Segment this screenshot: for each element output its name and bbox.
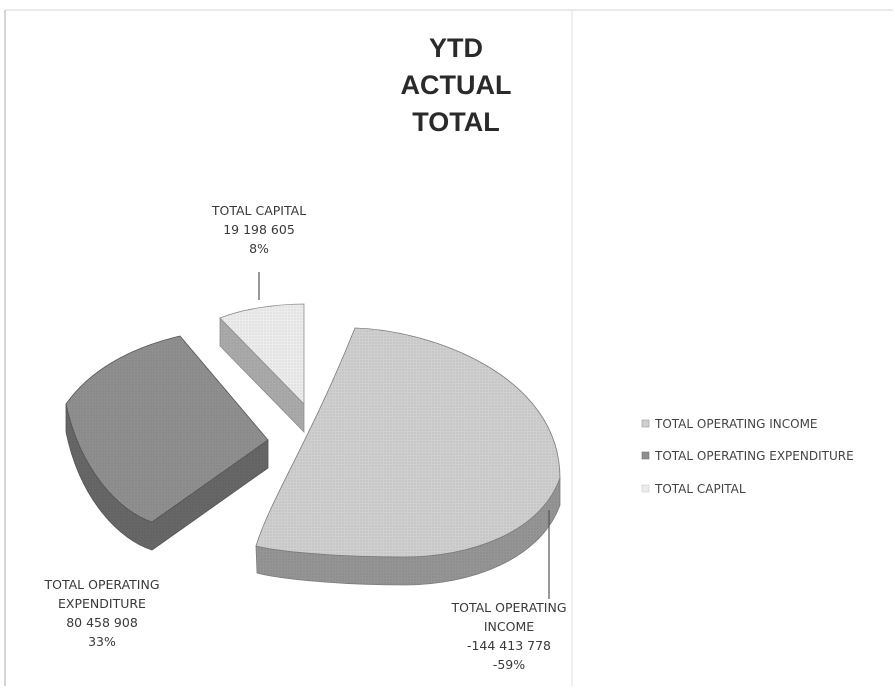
label-capital-name: TOTAL CAPITAL: [211, 203, 306, 218]
legend-swatch-operating-income: [641, 419, 650, 428]
data-label-capital: TOTAL CAPITAL 19 198 605 8%: [211, 203, 306, 256]
label-income-value: -144 413 778: [467, 638, 551, 653]
legend-swatch-capital: [641, 484, 650, 493]
label-expenditure-name-2: EXPENDITURE: [58, 596, 146, 611]
slice-capital-side-texture: [220, 318, 304, 432]
legend-item-operating-income: TOTAL OPERATING INCOME: [641, 417, 818, 431]
slice-operating-expenditure: [65, 335, 269, 551]
slice-capital: [219, 303, 305, 433]
slice-capital-top-texture: [220, 304, 304, 404]
label-income-name-1: TOTAL OPERATING: [450, 600, 566, 615]
data-label-operating-income: TOTAL OPERATING INCOME -144 413 778 -59%: [450, 600, 566, 672]
title-line-1: YTD: [429, 33, 483, 63]
legend-item-capital: TOTAL CAPITAL: [641, 482, 746, 496]
title-line-3: TOTAL: [412, 107, 500, 137]
slice-operating-income-top-texture: [256, 328, 560, 557]
label-capital-percent: 8%: [249, 241, 269, 256]
legend-label-operating-income: TOTAL OPERATING INCOME: [654, 417, 818, 431]
slice-operating-income-side-texture: [256, 478, 560, 585]
pie-slices: [65, 303, 561, 586]
label-income-percent: -59%: [493, 657, 525, 672]
data-label-operating-expenditure: TOTAL OPERATING EXPENDITURE 80 458 908 3…: [43, 577, 159, 649]
label-expenditure-value: 80 458 908: [66, 615, 138, 630]
legend-label-operating-expenditure: TOTAL OPERATING EXPENDITURE: [654, 449, 854, 463]
title-line-2: ACTUAL: [401, 70, 512, 100]
legend: TOTAL OPERATING INCOME TOTAL OPERATING E…: [641, 417, 854, 496]
slice-operating-income: [255, 327, 561, 586]
label-expenditure-percent: 33%: [88, 634, 116, 649]
chart-title: YTD ACTUAL TOTAL: [401, 33, 512, 137]
legend-label-capital: TOTAL CAPITAL: [654, 482, 746, 496]
label-capital-value: 19 198 605: [223, 222, 295, 237]
slice-operating-expenditure-top-texture: [66, 336, 268, 522]
legend-swatch-operating-expenditure: [641, 451, 650, 460]
legend-item-operating-expenditure: TOTAL OPERATING EXPENDITURE: [641, 449, 854, 463]
label-expenditure-name-1: TOTAL OPERATING: [43, 577, 159, 592]
label-income-name-2: INCOME: [484, 619, 534, 634]
slice-operating-expenditure-side-texture: [66, 404, 268, 550]
